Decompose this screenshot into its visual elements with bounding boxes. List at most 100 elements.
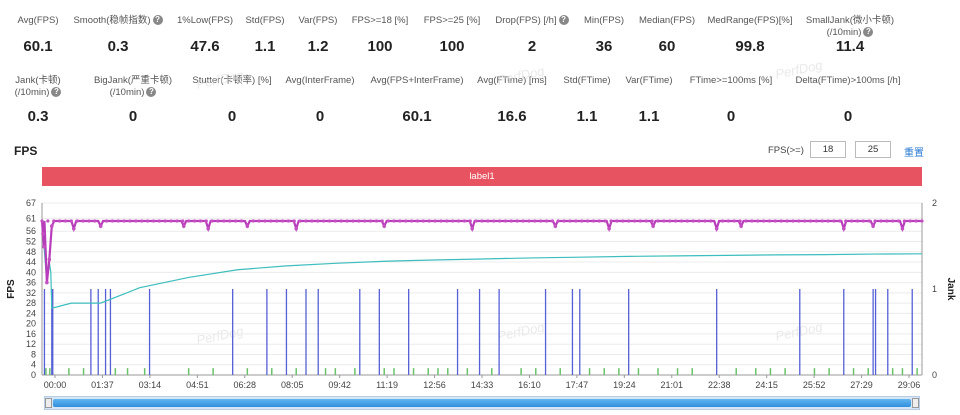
fps-point — [69, 219, 73, 223]
y-axis-title: FPS — [6, 279, 17, 299]
fps-point — [891, 219, 895, 223]
y-tick-label: 16 — [26, 329, 36, 339]
fps-point — [650, 219, 654, 223]
fps-point — [322, 219, 326, 223]
fps-point — [644, 219, 648, 223]
y2-tick-label: 0 — [932, 370, 937, 380]
fps-dip-point — [206, 226, 211, 231]
scrollbar-right-handle[interactable] — [912, 398, 919, 408]
stat-value: 0 — [227, 108, 237, 125]
stat-label: Std(FPS) — [245, 15, 285, 26]
fps-dip-point — [49, 224, 54, 228]
stat-item: FPS>=18 [%] 100 — [320, 15, 440, 55]
fps-point — [316, 219, 320, 223]
reset-link[interactable]: 重置 — [904, 148, 924, 159]
x-tick-label: 12:56 — [423, 380, 446, 390]
fps-point — [222, 219, 226, 223]
fps-point — [386, 219, 390, 223]
fps-point — [539, 219, 543, 223]
fps-filter-input-18[interactable]: 18 — [810, 141, 846, 158]
help-icon[interactable]: ? — [51, 87, 62, 98]
stat-label: Jank(卡顿) — [15, 75, 61, 86]
fps-point — [110, 219, 114, 223]
stat-value: 47.6 — [190, 38, 220, 55]
stat-item: Min(FPS) 36 — [544, 15, 664, 55]
fps-point — [333, 219, 337, 223]
fps-point — [239, 219, 244, 223]
scrollbar-left-handle[interactable] — [45, 398, 52, 408]
stat-item: Std(FTime) 1.1 — [527, 75, 647, 125]
help-icon[interactable]: ? — [152, 15, 163, 26]
x-tick-label: 19:24 — [613, 380, 636, 390]
fps-point — [280, 219, 285, 223]
fps-point — [392, 219, 396, 223]
fps-dip-point — [45, 280, 49, 285]
x-tick-label: 17:47 — [566, 380, 589, 390]
fps-point — [556, 219, 560, 223]
fps-point — [638, 219, 643, 223]
stat-item: SmallJank(微小卡顿) (/10min)? 11.4 — [790, 15, 910, 55]
fps-dip-point — [871, 224, 875, 228]
fps-point — [292, 219, 296, 223]
fps-point — [574, 219, 578, 223]
fps-point — [832, 219, 836, 223]
help-icon[interactable]: ? — [863, 27, 874, 38]
fps-point — [368, 219, 373, 223]
y-tick-label: 44 — [26, 257, 36, 267]
fps-point — [674, 219, 678, 223]
fps-point — [128, 219, 132, 223]
help-icon[interactable]: ? — [146, 87, 157, 98]
stat-label: Std(FTime) — [563, 75, 611, 86]
fps-point — [550, 219, 555, 223]
fps-point — [902, 219, 907, 223]
fps-point — [52, 219, 56, 223]
timeline-scrollbar[interactable] — [44, 396, 920, 410]
range-label-bar[interactable]: label1 — [42, 167, 922, 186]
fps-point — [140, 219, 144, 223]
fps-filter-label: FPS(>=) — [768, 145, 804, 156]
x-tick-label: 03:14 — [139, 380, 162, 390]
fps-point — [732, 219, 736, 223]
x-tick-label: 16:10 — [518, 380, 541, 390]
y-tick-label: 52 — [26, 237, 36, 247]
fps-point — [310, 219, 314, 223]
stat-label-unit: (/10min)? — [0, 87, 98, 99]
fps-point — [146, 219, 150, 223]
fps-dip-point — [739, 224, 743, 228]
fps-point — [685, 219, 689, 223]
y-tick-label: 0 — [31, 370, 36, 380]
stat-value: 60 — [658, 38, 676, 55]
y-tick-label: 56 — [26, 226, 36, 236]
fps-point — [814, 219, 819, 223]
fps-dip-point — [900, 226, 905, 231]
fps-dip-point — [71, 226, 76, 231]
fps-point — [427, 219, 431, 223]
stat-label: Avg(InterFrame) — [285, 75, 355, 86]
fps-dip-point — [553, 224, 558, 228]
help-icon[interactable]: ? — [558, 15, 569, 26]
y-tick-label: 8 — [31, 349, 36, 359]
fps-point — [421, 219, 425, 223]
fps-point — [621, 219, 625, 223]
fps-dip-point — [714, 226, 719, 231]
fps-point — [410, 219, 414, 223]
x-tick-label: 27:29 — [850, 380, 873, 390]
y-tick-label: 28 — [26, 298, 36, 308]
fps-filter-input-25[interactable]: 25 — [855, 141, 891, 158]
stat-value: 0 — [726, 108, 736, 125]
fps-point — [750, 219, 754, 223]
stat-item: Var(FTime) 1.1 — [589, 75, 709, 125]
fps-point — [803, 219, 807, 223]
fps-point — [597, 219, 601, 223]
stat-item: Avg(InterFrame) 0 — [260, 75, 380, 125]
fps-point — [351, 219, 355, 223]
stat-label: Var(FPS) — [298, 15, 338, 26]
fps-point — [163, 219, 167, 223]
fps-dip-point — [181, 224, 186, 228]
fps-point — [492, 219, 496, 223]
stat-label: 1%Low(FPS) — [177, 15, 233, 26]
fps-point — [263, 219, 267, 223]
scrollbar-thumb[interactable] — [53, 399, 911, 407]
fps-point — [204, 219, 208, 223]
